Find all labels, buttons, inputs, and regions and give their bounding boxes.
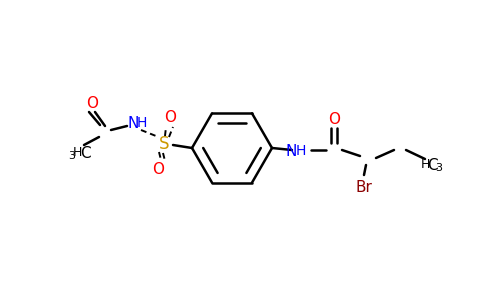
Text: Br: Br: [356, 179, 372, 194]
Text: H: H: [137, 116, 147, 130]
Text: H: H: [420, 158, 430, 172]
Text: O: O: [86, 97, 98, 112]
Text: O: O: [328, 112, 340, 128]
Text: O: O: [164, 110, 176, 125]
Text: 3: 3: [69, 151, 76, 161]
Text: N: N: [285, 143, 297, 158]
Text: O: O: [152, 161, 164, 176]
Text: N: N: [127, 116, 139, 130]
Text: H: H: [296, 144, 306, 158]
Text: C: C: [427, 158, 438, 172]
Text: C: C: [80, 146, 91, 160]
Text: 3: 3: [436, 163, 442, 173]
Text: H: H: [72, 146, 82, 160]
Text: S: S: [159, 135, 169, 153]
